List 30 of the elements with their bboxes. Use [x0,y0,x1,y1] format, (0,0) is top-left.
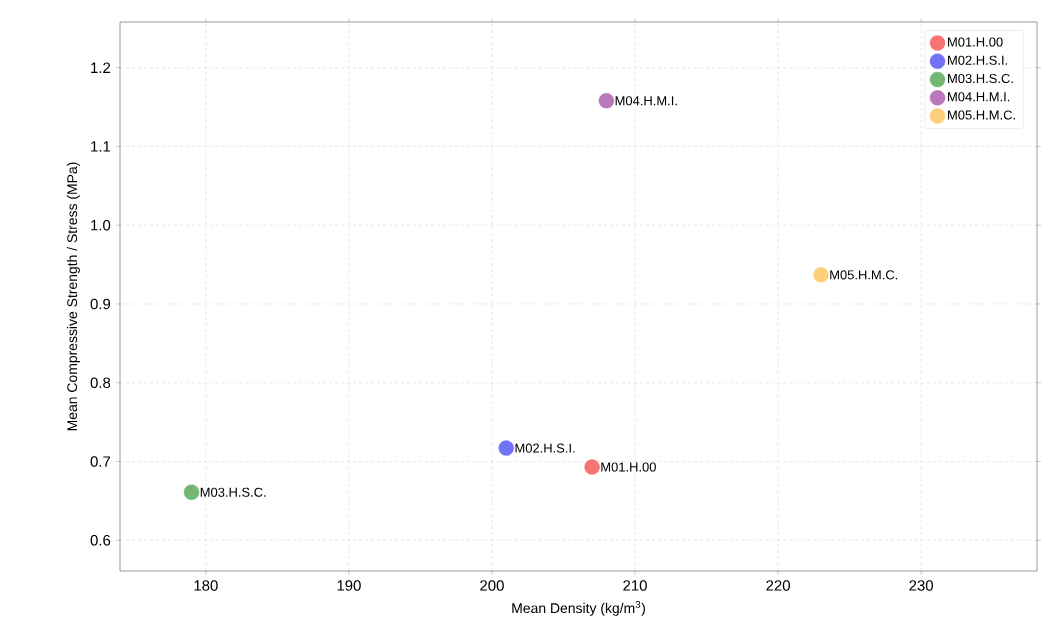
x-tick-label: 190 [337,580,361,591]
x-tick-label: 210 [623,580,647,591]
legend-label: M01.H.00 [948,37,1003,47]
legend-label: M02.H.S.I. [948,55,1008,65]
text: M03.H.S.C. [200,487,266,497]
point [183,484,200,500]
y-tick-label: 0.7 [90,456,111,467]
x-tick-label: 180 [194,580,218,591]
y-tick-label: 0.9 [90,298,111,310]
point [584,459,600,475]
point [598,93,615,109]
text: M02.H.S.I. [515,443,575,453]
y-tick-label: 1.2 [91,62,111,73]
text: M05.H.M.C. [830,270,898,280]
legend-label: M04.H.M.I. [948,92,1010,102]
x-tick-label: 220 [766,580,790,591]
legend-label: M03.H.S.C. [948,73,1013,84]
point [813,267,829,283]
y-tick-label: 0.8 [90,377,111,389]
y-tick-label: 0.6 [90,534,111,546]
y-axis-title: Mean Compressive Strength / Stress (MPa) [66,162,80,431]
x-tick-label: 200 [480,580,504,591]
x-tick-label: 230 [909,580,934,591]
x-axis-title: Mean Density (kg/m$^{3}$) [512,600,645,616]
text: M04.H.M.I. [615,96,677,106]
text: M01.H.00 [601,462,656,472]
legend-label: M05.H.M.C. [948,110,1015,120]
y-tick-label: 1.0 [91,219,111,231]
point [498,440,514,456]
y-tick-label: 1.1 [91,141,111,152]
